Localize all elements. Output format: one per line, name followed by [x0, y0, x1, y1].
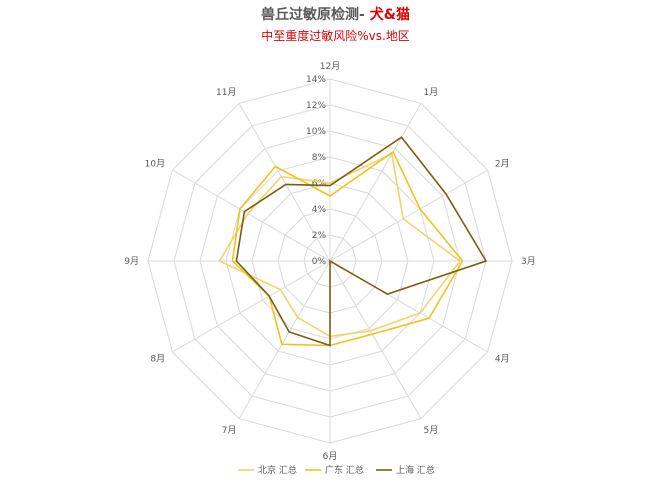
- legend-item-label: 广东 汇总: [325, 464, 364, 476]
- axis-spoke: [172, 260, 331, 353]
- category-label: 8月: [150, 354, 165, 365]
- axis-spoke: [238, 260, 331, 419]
- chart-title-main: 兽丘过敏原检测-: [261, 7, 370, 23]
- chart-subtitle: 中至重度过敏风险%vs.地区: [261, 29, 410, 43]
- axis-spoke: [238, 103, 331, 262]
- category-label: 11月: [216, 87, 236, 98]
- series-line: [235, 136, 488, 347]
- category-label: 12月: [320, 61, 340, 72]
- category-label: 4月: [495, 354, 510, 365]
- chart-title-accent: 犬&猫: [369, 7, 410, 23]
- radial-tick-label: 12%: [306, 101, 326, 111]
- category-label: 2月: [495, 159, 510, 170]
- series-line: [231, 150, 464, 347]
- radial-tick-label: 0%: [312, 257, 327, 267]
- axis-spoke: [329, 103, 422, 262]
- chart-title: 兽丘过敏原检测- 犬&猫: [0, 6, 671, 24]
- axis-spoke: [329, 260, 422, 419]
- category-label: 6月: [323, 451, 338, 462]
- radial-tick-label: 2%: [312, 231, 327, 241]
- radial-tick-label: 10%: [306, 127, 326, 137]
- series-line: [218, 152, 462, 338]
- radial-tick-label: 14%: [306, 75, 326, 85]
- axis-spoke: [329, 169, 488, 262]
- chart-title-block: 兽丘过敏原检测- 犬&猫 中至重度过敏风险%vs.地区: [0, 6, 671, 44]
- radial-tick-label: 6%: [312, 179, 327, 189]
- radial-tick-label: 4%: [312, 205, 327, 215]
- category-label: 10月: [145, 159, 165, 170]
- category-label: 1月: [424, 87, 439, 98]
- legend-item-label: 上海 汇总: [396, 464, 435, 476]
- legend-item-label: 北京 汇总: [258, 464, 297, 476]
- axis-spoke: [172, 169, 331, 262]
- category-label: 9月: [124, 256, 139, 267]
- category-label: 3月: [521, 256, 536, 267]
- radial-tick-label: 8%: [312, 153, 327, 163]
- category-label: 5月: [424, 425, 439, 436]
- category-label: 7月: [222, 425, 237, 436]
